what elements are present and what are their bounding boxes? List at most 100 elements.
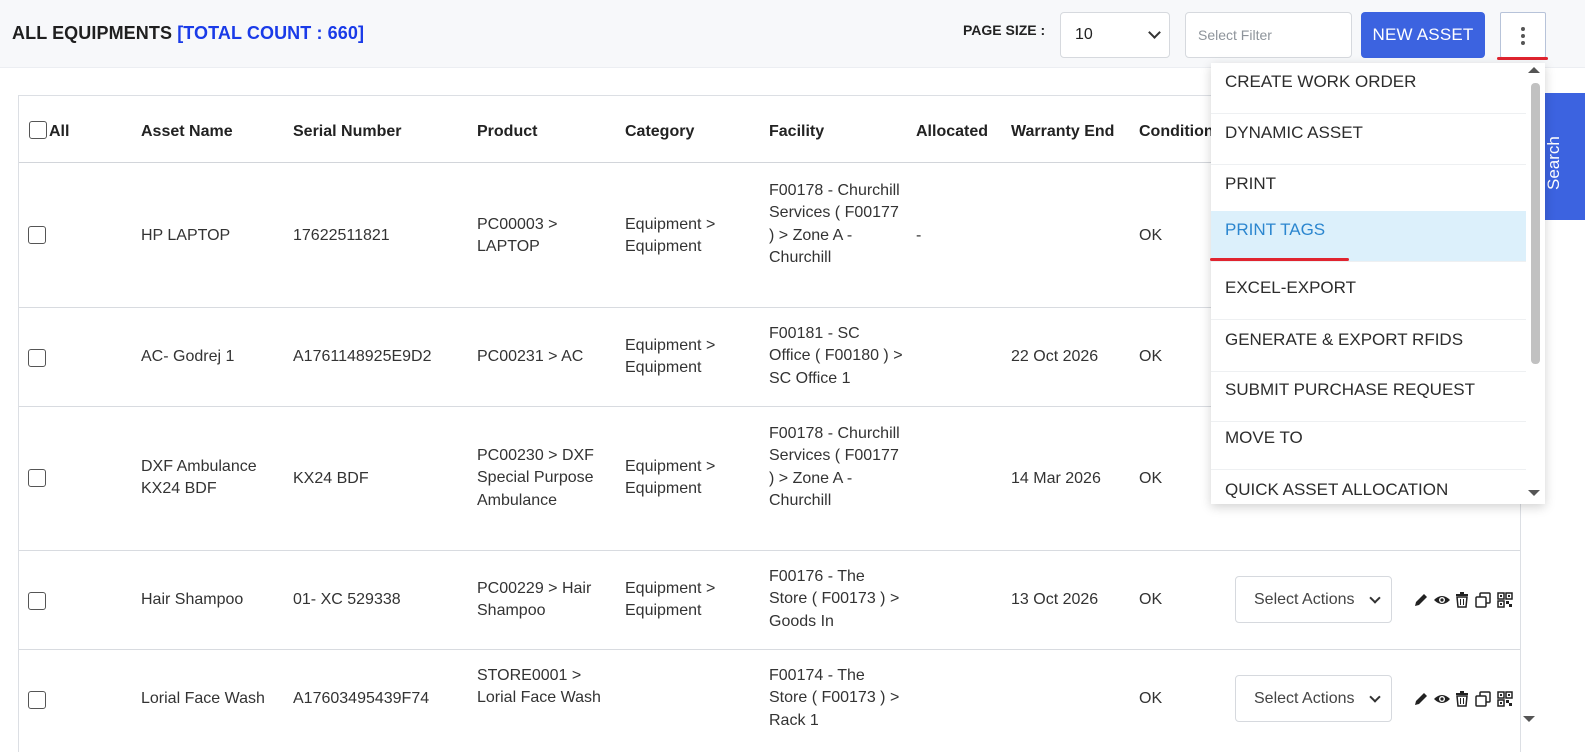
- product-cell: PC00231 > AC: [477, 348, 584, 365]
- view-eye-icon[interactable]: [1433, 691, 1451, 707]
- asset-name-cell[interactable]: AC- Godrej 1: [141, 348, 235, 365]
- filter-input[interactable]: [1185, 12, 1352, 58]
- category-cell: Equipment > Equipment: [625, 216, 716, 256]
- chevron-down-icon: [1369, 691, 1381, 703]
- table-row: Hair Shampoo 01- XC 529338 PC00229 > Hai…: [19, 551, 1520, 650]
- view-eye-icon[interactable]: [1433, 592, 1451, 608]
- search-tab-label: Search: [1544, 136, 1563, 190]
- menu-item-print[interactable]: PRINT: [1211, 165, 1526, 216]
- total-count: [TOTAL COUNT : 660]: [177, 23, 365, 43]
- facility-cell: F00178 - Churchill Services ( F00177 ) >…: [769, 425, 900, 510]
- row-action-select-value: Select Actions: [1254, 690, 1355, 707]
- page-size-value: 10: [1075, 26, 1093, 43]
- row-checkbox[interactable]: [28, 592, 46, 610]
- column-all: All: [49, 123, 70, 140]
- menu-item-move-to[interactable]: MOVE TO: [1211, 419, 1526, 470]
- serial-number-cell: 01- XC 529338: [293, 591, 401, 608]
- page-title: ALL EQUIPMENTS [TOTAL COUNT : 660]: [12, 23, 364, 44]
- product-cell: PC00003 > LAPTOP: [477, 216, 558, 256]
- highlight-underline: [1210, 258, 1349, 261]
- menu-item-create-work-order[interactable]: CREATE WORK ORDER: [1211, 63, 1526, 114]
- page-title-text: ALL EQUIPMENTS: [12, 23, 173, 43]
- column-category[interactable]: Category: [625, 123, 695, 140]
- asset-name-cell[interactable]: Hair Shampoo: [141, 591, 244, 608]
- kebab-dot-icon: [1521, 41, 1525, 45]
- scroll-down-arrow-icon[interactable]: [1528, 490, 1540, 496]
- page-scroll-down-arrow-icon[interactable]: [1523, 716, 1535, 722]
- condition-cell: OK: [1139, 591, 1163, 608]
- new-asset-button[interactable]: NEW ASSET: [1361, 12, 1485, 58]
- table-header: All Asset Name Serial Number Product Cat…: [19, 96, 1520, 163]
- asset-name-cell[interactable]: DXF Ambulance KX24 BDF: [141, 458, 257, 498]
- warranty-end-cell: 22 Oct 2026: [1011, 348, 1099, 365]
- column-warranty-end[interactable]: Warranty End: [1011, 123, 1115, 140]
- warranty-end-cell: 13 Oct 2026: [1011, 591, 1099, 608]
- row-action-select-value: Select Actions: [1254, 591, 1355, 608]
- qr-code-icon[interactable]: [1497, 691, 1513, 707]
- category-cell: Equipment > Equipment: [625, 337, 716, 377]
- scroll-up-arrow-icon[interactable]: [1528, 67, 1540, 73]
- product-cell: PC00229 > Hair Shampoo: [477, 580, 592, 620]
- serial-number-cell: KX24 BDF: [293, 470, 369, 487]
- row-checkbox[interactable]: [28, 226, 46, 244]
- column-facility[interactable]: Facility: [769, 123, 825, 140]
- table-row: DXF Ambulance KX24 BDF KX24 BDF PC00230 …: [19, 407, 1520, 551]
- column-condition[interactable]: Condition: [1139, 123, 1214, 140]
- facility-cell: F00181 - SC Office ( F00180 ) > SC Offic…: [769, 325, 903, 387]
- condition-cell: OK: [1139, 470, 1163, 487]
- delete-trash-icon[interactable]: [1455, 691, 1469, 707]
- serial-number-cell: 17622511821: [293, 227, 390, 244]
- assets-table: All Asset Name Serial Number Product Cat…: [18, 95, 1521, 752]
- select-all-checkbox[interactable]: [29, 121, 47, 139]
- asset-name-cell[interactable]: HP LAPTOP: [141, 227, 231, 244]
- condition-cell: OK: [1139, 227, 1163, 244]
- table-row: HP LAPTOP 17622511821 PC00003 > LAPTOP E…: [19, 164, 1520, 308]
- facility-cell: F00178 - Churchill Services ( F00177 ) >…: [769, 182, 900, 267]
- chevron-down-icon: [1148, 26, 1161, 39]
- row-checkbox[interactable]: [28, 469, 46, 487]
- row-checkbox[interactable]: [28, 349, 46, 367]
- menu-item-generate-export-rfids[interactable]: GENERATE & EXPORT RFIDS: [1211, 321, 1526, 372]
- menu-item-excel-export[interactable]: EXCEL-EXPORT: [1211, 269, 1526, 320]
- column-product[interactable]: Product: [477, 123, 538, 140]
- row-action-icons: [1413, 592, 1513, 610]
- column-serial-number[interactable]: Serial Number: [293, 123, 402, 140]
- edit-icon[interactable]: [1413, 592, 1429, 608]
- asset-name-cell[interactable]: Lorial Face Wash: [141, 690, 265, 707]
- product-cell: PC00230 > DXF Special Purpose Ambulance: [477, 447, 594, 509]
- menu-item-quick-asset-allocation[interactable]: QUICK ASSET ALLOCATION: [1211, 471, 1526, 504]
- copy-icon[interactable]: [1475, 691, 1491, 707]
- highlight-underline: [1497, 57, 1548, 60]
- menu-item-print-tags[interactable]: PRINT TAGS: [1211, 211, 1526, 262]
- edit-icon[interactable]: [1413, 691, 1429, 707]
- menu-item-dynamic-asset[interactable]: DYNAMIC ASSET: [1211, 114, 1526, 165]
- page-size-select[interactable]: 10: [1060, 12, 1170, 58]
- kebab-dot-icon: [1521, 34, 1525, 38]
- copy-icon[interactable]: [1475, 592, 1491, 608]
- category-cell: Equipment > Equipment: [625, 458, 716, 498]
- row-action-icons: [1413, 691, 1513, 709]
- allocated-cell: -: [916, 227, 922, 244]
- column-asset-name[interactable]: Asset Name: [141, 123, 233, 140]
- chevron-down-icon: [1369, 592, 1381, 604]
- page-size-label: PAGE SIZE :: [963, 22, 1046, 38]
- column-allocated[interactable]: Allocated: [916, 123, 989, 140]
- category-cell: Equipment > Equipment: [625, 580, 716, 620]
- menu-item-submit-purchase-request[interactable]: SUBMIT PURCHASE REQUEST: [1211, 371, 1526, 422]
- product-cell: STORE0001 > Lorial Face Wash: [477, 667, 601, 707]
- serial-number-cell: A17603495439F74: [293, 690, 430, 707]
- actions-dropdown-menu: CREATE WORK ORDER DYNAMIC ASSET PRINT PR…: [1211, 63, 1545, 504]
- facility-cell: F00176 - The Store ( F00173 ) > Goods In: [769, 568, 900, 630]
- page-header: ALL EQUIPMENTS [TOTAL COUNT : 660] PAGE …: [0, 0, 1585, 68]
- condition-cell: OK: [1139, 348, 1163, 365]
- qr-code-icon[interactable]: [1497, 592, 1513, 608]
- menu-scrollbar-thumb[interactable]: [1531, 83, 1540, 364]
- more-options-button[interactable]: [1500, 12, 1546, 58]
- row-action-select[interactable]: Select Actions: [1235, 576, 1392, 623]
- row-checkbox[interactable]: [28, 691, 46, 709]
- kebab-dot-icon: [1521, 27, 1525, 31]
- row-action-select[interactable]: Select Actions: [1235, 675, 1392, 722]
- delete-trash-icon[interactable]: [1455, 592, 1469, 608]
- facility-cell: F00174 - The Store ( F00173 ) > Rack 1: [769, 667, 900, 729]
- condition-cell: OK: [1139, 690, 1163, 707]
